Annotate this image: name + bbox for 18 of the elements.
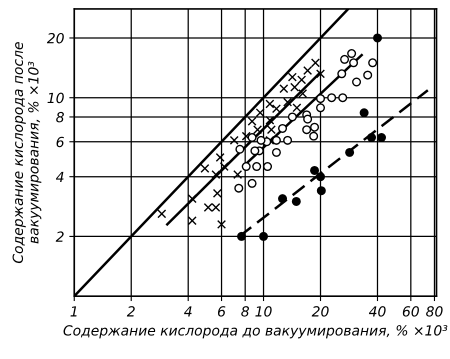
x-tick-label: 80 (426, 306, 443, 317)
y-tick-label: 2 (56, 231, 64, 242)
y-tick-label: 10 (48, 92, 64, 104)
x-tick-label: 4 (184, 306, 192, 316)
y-tick-label: 4 (56, 172, 64, 182)
x-tick-label: 6 (218, 306, 226, 317)
x-tick-label: 20 (312, 306, 329, 317)
x-tick-label: 60 (402, 306, 419, 317)
y-axis-title: Содержание кислорода после вакуумирования, % ×10³ (12, 42, 42, 264)
y-tick-label: 20 (46, 32, 64, 44)
x-tick-label: 2 (126, 306, 135, 316)
x-tick-label: 10 (255, 306, 272, 317)
x-tick-label: 8 (241, 306, 250, 317)
x-tick-label: 40 (368, 306, 386, 317)
x-tick-label: 1 (70, 306, 77, 316)
y-tick-label: 6 (56, 136, 64, 148)
x-axis-title: Содержание кислорода до вакуумирования, % ×10³ (64, 325, 448, 338)
y-tick-label: 8 (56, 112, 64, 122)
